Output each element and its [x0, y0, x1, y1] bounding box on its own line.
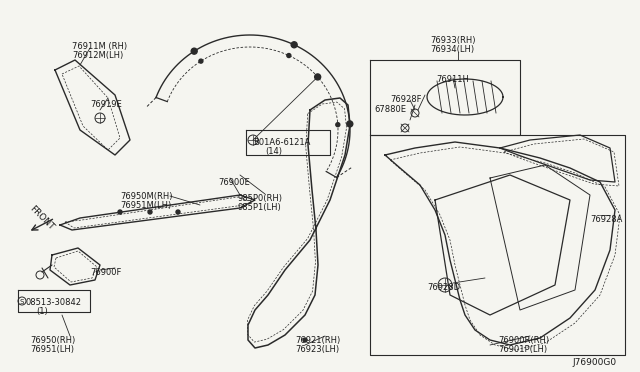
Text: 985P1(LH): 985P1(LH) [238, 203, 282, 212]
Text: 76900F: 76900F [90, 268, 122, 277]
Circle shape [303, 338, 307, 342]
Text: 76912M(LH): 76912M(LH) [72, 51, 124, 60]
Text: 08513-30842: 08513-30842 [26, 298, 82, 307]
Circle shape [176, 210, 180, 214]
Text: 76900R(RH): 76900R(RH) [498, 336, 549, 345]
Text: 76911H: 76911H [436, 75, 469, 84]
Text: B01A6-6121A: B01A6-6121A [253, 138, 310, 147]
Text: 76901P(LH): 76901P(LH) [498, 345, 547, 354]
Text: 76919E: 76919E [90, 100, 122, 109]
Text: FRONT: FRONT [28, 204, 56, 232]
Circle shape [291, 42, 297, 48]
Text: (14): (14) [265, 147, 282, 156]
Circle shape [336, 123, 340, 127]
Circle shape [118, 210, 122, 214]
Text: 67880E: 67880E [374, 105, 406, 114]
Circle shape [148, 210, 152, 214]
Circle shape [191, 48, 197, 54]
Text: 76900E: 76900E [218, 178, 250, 187]
Text: 76923(LH): 76923(LH) [295, 345, 339, 354]
Text: 76933(RH): 76933(RH) [430, 36, 476, 45]
Text: 76934(LH): 76934(LH) [430, 45, 474, 54]
Text: 76951(LH): 76951(LH) [30, 345, 74, 354]
Text: J76900G0: J76900G0 [572, 358, 616, 367]
Text: 76951M(LH): 76951M(LH) [120, 201, 172, 210]
Text: S: S [20, 299, 24, 305]
Text: 76921(RH): 76921(RH) [295, 336, 340, 345]
Text: 76928F: 76928F [390, 95, 422, 104]
Circle shape [287, 54, 291, 58]
Text: 76911M (RH): 76911M (RH) [72, 42, 127, 51]
Text: 76950M(RH): 76950M(RH) [120, 192, 173, 201]
Circle shape [347, 121, 353, 127]
Text: 985P0(RH): 985P0(RH) [238, 194, 283, 203]
Text: (1): (1) [36, 307, 48, 316]
Text: 76928A: 76928A [590, 215, 622, 224]
Circle shape [315, 74, 321, 80]
Text: 76928D: 76928D [427, 283, 460, 292]
Text: 76950(RH): 76950(RH) [30, 336, 76, 345]
Circle shape [199, 59, 203, 63]
